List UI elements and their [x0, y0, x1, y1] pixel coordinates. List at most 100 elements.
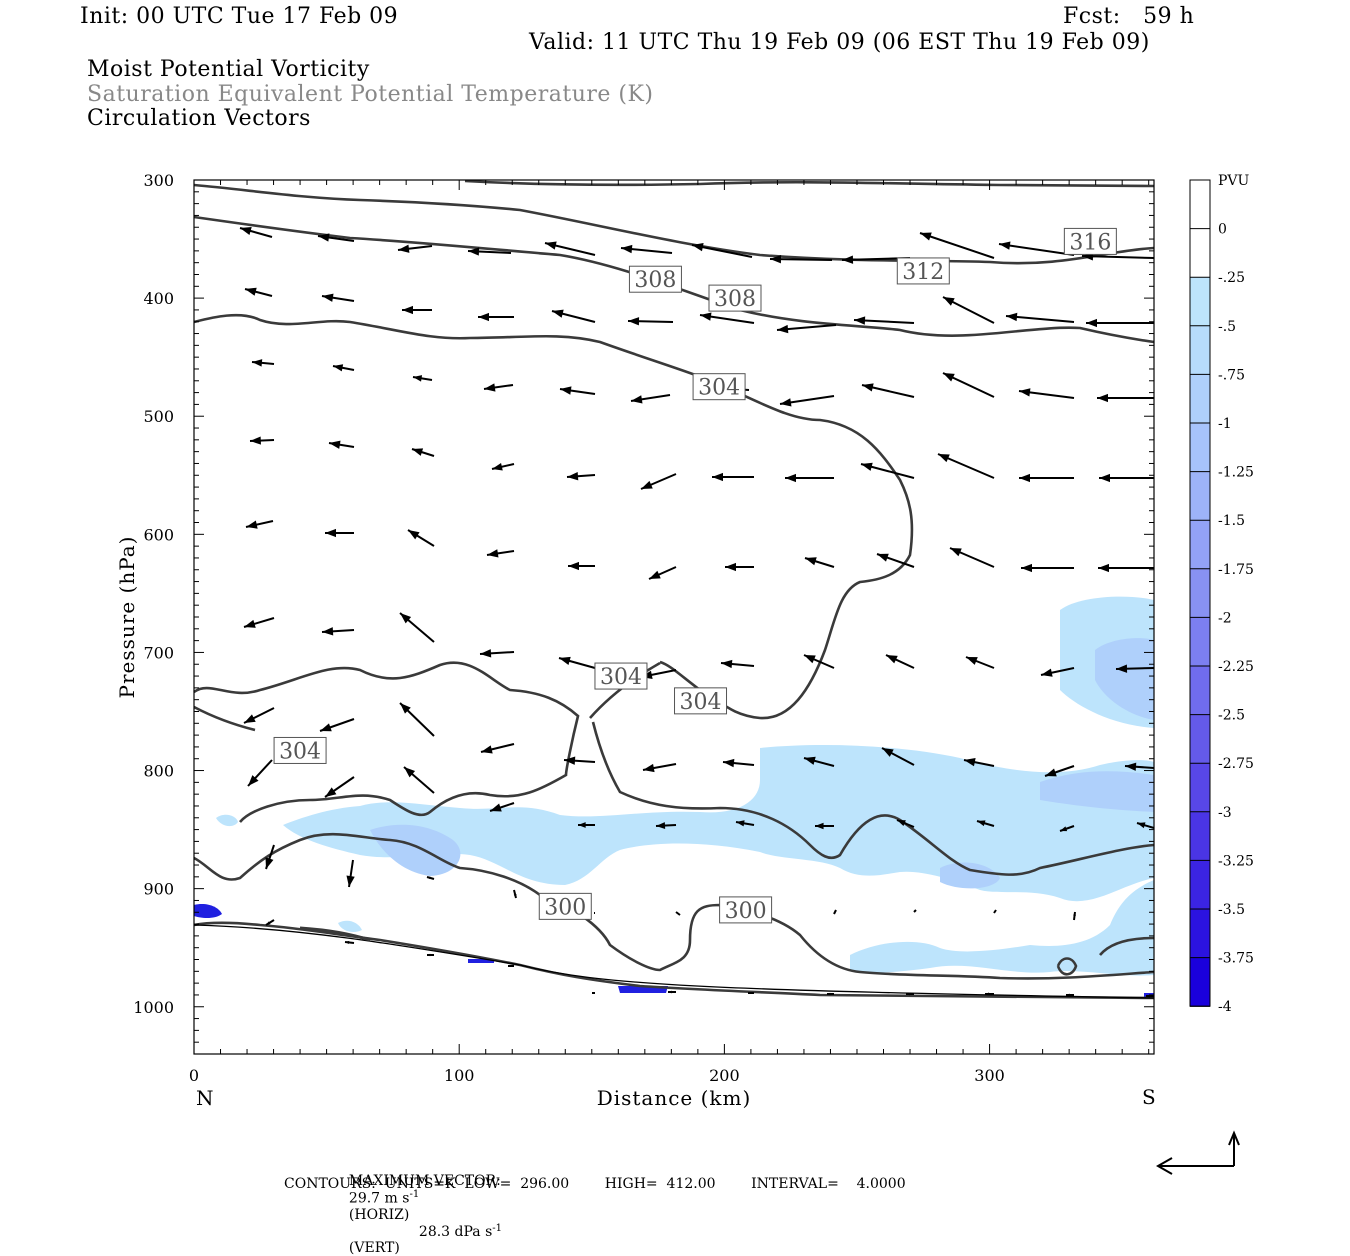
y-tick-label: 300 [143, 171, 174, 190]
colorbar-label: -1 [1218, 416, 1232, 432]
vector-head [862, 383, 874, 392]
vector-head [559, 656, 571, 665]
circulation-vector [558, 656, 596, 669]
circulation-vector [399, 612, 435, 643]
init-time: Init: 00 UTC Tue 17 Feb 09 [80, 4, 399, 29]
vector-head [1006, 312, 1018, 322]
circulation-vector [402, 305, 432, 315]
vector-head [964, 758, 976, 767]
circulation-vector [725, 562, 754, 572]
circulation-vector [881, 747, 915, 766]
circulation-vector [919, 232, 995, 259]
vector-head [398, 244, 410, 253]
circulation-vector [963, 758, 995, 767]
vector-head [322, 627, 334, 636]
vector-head [805, 557, 817, 566]
max-vector-line: MAXIMUM VECTOR: 29.7 m s-1 (HORIZ) 28.3 … [340, 1157, 502, 1256]
circulation-vector [699, 312, 755, 324]
y-axis-title: Pressure (hPa) [115, 536, 139, 699]
pv-shade-region [1095, 638, 1154, 720]
theta-es-contour [299, 926, 371, 942]
circulation-vector [325, 528, 354, 538]
circulation-vector [942, 296, 995, 324]
vector-head [1021, 563, 1032, 573]
circulation-vector [1018, 388, 1075, 399]
colorbar-swatch [1190, 763, 1210, 813]
vector-head [723, 758, 735, 768]
circulation-vector [251, 359, 275, 367]
theta-es-contour [1056, 957, 1078, 976]
colorbar-label: -3 [1218, 805, 1232, 821]
vector-head [404, 767, 416, 778]
field-title-pv: Moist Potential Vorticity [87, 57, 370, 82]
contour-label-box [708, 284, 762, 312]
plot-frame [193, 179, 1155, 1055]
contour-label: 316 [1063, 227, 1117, 255]
circulation-vector [720, 659, 755, 669]
vector-head [815, 822, 824, 830]
circulation-vector [1019, 473, 1074, 483]
colorbar-label: -3.25 [1218, 853, 1254, 869]
circulation-vector [411, 448, 435, 457]
theta-es-contour [1099, 936, 1155, 956]
vector-shaft [675, 911, 681, 916]
circulation-vector [332, 364, 355, 372]
colorbar-swatch [1190, 520, 1210, 570]
circulation-vector [397, 244, 433, 253]
contour-label-text: 304 [680, 690, 722, 715]
vector-head [692, 243, 704, 252]
contour-label-box [1063, 227, 1117, 255]
vector-head [1041, 668, 1053, 677]
circulation-vector [479, 649, 515, 658]
circulation-vector [551, 309, 596, 323]
cross-section-chart: 316 312 308 308 304 304 304 304 300 300 0 100 200 30… [115, 171, 1254, 1175]
circulation-vector [620, 244, 673, 254]
circulation-vector [407, 529, 435, 547]
y-tick-label: 700 [143, 643, 174, 662]
theta-es-contour [193, 832, 1155, 980]
circulation-vector [321, 293, 355, 302]
colorbar-label: -1.5 [1218, 513, 1245, 529]
circulation-vector [324, 776, 355, 798]
circulation-vector [993, 909, 997, 914]
vector-head [1073, 912, 1076, 916]
circulation-vector [467, 247, 512, 256]
colorbar-swatch [1190, 666, 1210, 716]
circulation-vector [675, 911, 681, 916]
circulation-vector [640, 473, 677, 490]
circulation-vector [896, 819, 915, 828]
circulation-vector [965, 656, 995, 669]
field-title-vectors: Circulation Vectors [87, 106, 311, 131]
colorbar-label: -4 [1218, 999, 1232, 1015]
pv-shade-region [283, 745, 1154, 902]
vector-head [780, 398, 792, 407]
vector-shaft [833, 909, 837, 915]
vector-head [400, 703, 411, 714]
colorbar-swatch [1190, 325, 1210, 375]
circulation-vector [559, 386, 596, 395]
vector-head [1060, 826, 1068, 832]
circulation-vector [1097, 393, 1154, 403]
circulation-vector [942, 372, 995, 398]
contour-label: 308 [628, 265, 682, 293]
x-tick-label: 300 [974, 1066, 1005, 1085]
vector-head [468, 247, 480, 256]
circulation-vector [804, 557, 835, 568]
theta-es-contour [591, 721, 1155, 876]
x-tick-label: 100 [444, 1066, 475, 1085]
y-tick-label: 800 [143, 762, 174, 781]
vector-head [1045, 768, 1057, 777]
vector-head [721, 659, 733, 669]
circulation-vector [1099, 473, 1154, 483]
colorbar-label: -.75 [1218, 367, 1245, 383]
vector-shaft [1005, 315, 1075, 323]
vector-head [320, 723, 332, 732]
colorbar-swatch [1190, 180, 1210, 230]
north-label: N [196, 1086, 214, 1110]
circulation-vector [249, 436, 275, 445]
vector-head [545, 241, 557, 250]
vector-head [408, 530, 420, 540]
vector-head [568, 561, 579, 571]
contour-label: 304 [674, 687, 728, 715]
vector-head [804, 655, 816, 664]
